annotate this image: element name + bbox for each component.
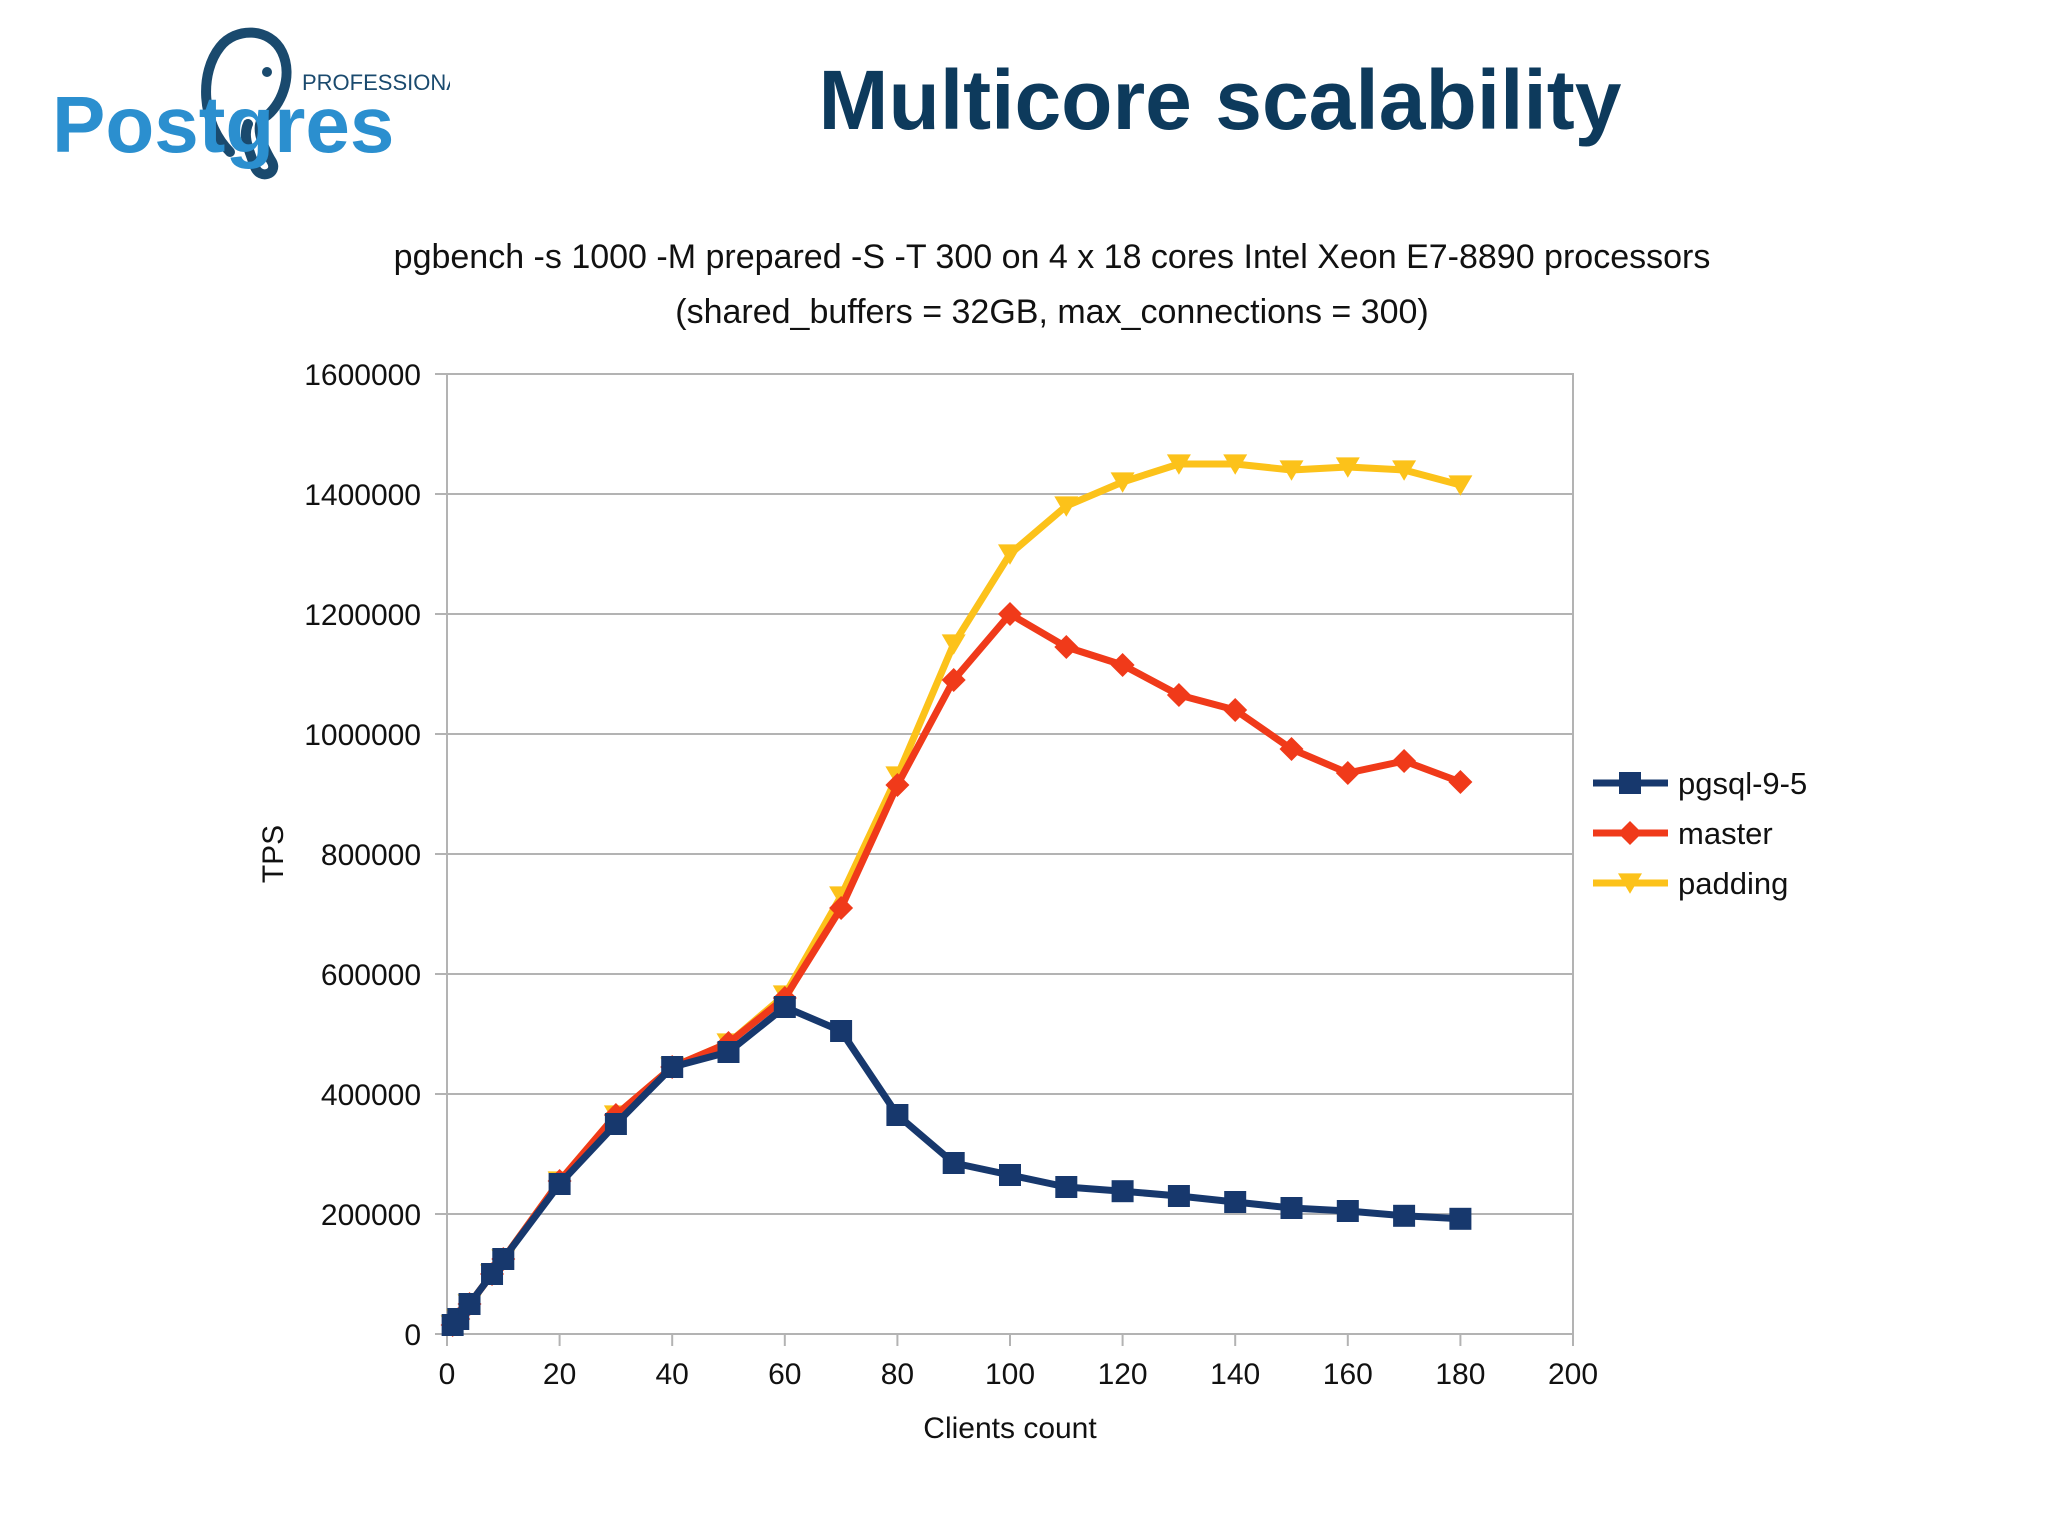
x-tick-label: 180 bbox=[1435, 1358, 1485, 1391]
data-point-padding bbox=[1110, 472, 1135, 493]
legend-label: pgsql-9-5 bbox=[1678, 766, 1807, 801]
data-point-pgsql-9-5 bbox=[1224, 1191, 1247, 1213]
data-point-master bbox=[1110, 653, 1135, 677]
data-point-pgsql-9-5 bbox=[458, 1293, 481, 1315]
series-line-master bbox=[450, 610, 1462, 1328]
legend-marker bbox=[1618, 821, 1642, 845]
slide-title: Multicore scalability bbox=[818, 53, 1622, 147]
chart-subtitle: (shared_buffers = 32GB, max_connections … bbox=[675, 293, 1429, 331]
x-tick-label: 20 bbox=[543, 1358, 576, 1391]
x-axis-ticks: 0 20 40 60 80 100 120 140 160 180 200 bbox=[439, 1334, 1598, 1391]
y-tick-label: 1600000 bbox=[304, 359, 421, 392]
x-tick-label: 140 bbox=[1210, 1358, 1260, 1391]
legend-item-padding: padding bbox=[1593, 866, 1788, 901]
data-point-pgsql-9-5 bbox=[1336, 1200, 1359, 1222]
legend-label: master bbox=[1678, 816, 1773, 851]
data-point-master bbox=[1166, 683, 1191, 707]
data-point-pgsql-9-5 bbox=[604, 1113, 627, 1135]
data-point-pgsql-9-5 bbox=[1167, 1185, 1190, 1207]
legend-marker bbox=[1618, 873, 1642, 894]
x-tick-label: 60 bbox=[768, 1358, 801, 1391]
y-tick-label: 400000 bbox=[321, 1079, 421, 1112]
data-point-master bbox=[998, 602, 1022, 626]
y-axis-label: TPS bbox=[257, 825, 290, 883]
legend: pgsql-9-5 master padding bbox=[1593, 766, 1807, 901]
data-point-master bbox=[1335, 761, 1360, 785]
data-point-pgsql-9-5 bbox=[942, 1152, 965, 1174]
data-point-pgsql-9-5 bbox=[717, 1041, 740, 1063]
series-master bbox=[440, 602, 1473, 1337]
data-point-pgsql-9-5 bbox=[1280, 1197, 1303, 1219]
data-point-padding bbox=[1054, 496, 1079, 517]
data-point-pgsql-9-5 bbox=[999, 1164, 1021, 1186]
data-point-pgsql-9-5 bbox=[1055, 1176, 1078, 1198]
y-tick-label: 1200000 bbox=[304, 599, 421, 632]
data-point-pgsql-9-5 bbox=[548, 1173, 571, 1195]
y-tick-label: 200000 bbox=[321, 1199, 421, 1232]
data-point-pgsql-9-5 bbox=[1111, 1180, 1134, 1203]
series-pgsql-9-5 bbox=[441, 996, 1472, 1336]
chart-title: pgbench -s 1000 -M prepared -S -T 300 on… bbox=[394, 238, 1711, 276]
data-point-pgsql-9-5 bbox=[492, 1248, 515, 1270]
x-tick-label: 160 bbox=[1323, 1358, 1373, 1391]
y-tick-label: 1000000 bbox=[304, 719, 421, 752]
y-tick-label: 600000 bbox=[321, 959, 421, 992]
data-point-padding bbox=[1335, 457, 1360, 478]
data-point-pgsql-9-5 bbox=[830, 1020, 853, 1042]
data-point-padding bbox=[1448, 475, 1473, 496]
postgres-professional-logo: Postgres PROFESSIONAL bbox=[52, 27, 450, 180]
data-point-pgsql-9-5 bbox=[1449, 1207, 1472, 1230]
data-point-master bbox=[1279, 737, 1304, 761]
x-tick-label: 200 bbox=[1548, 1358, 1598, 1391]
elephant-eye-icon bbox=[262, 67, 272, 77]
data-point-master bbox=[1054, 635, 1079, 659]
series-padding bbox=[440, 454, 1473, 1336]
data-point-pgsql-9-5 bbox=[661, 1056, 684, 1078]
legend-item-pgsql-9-5: pgsql-9-5 bbox=[1593, 766, 1807, 801]
logo-word: Postgres bbox=[52, 80, 394, 169]
data-point-master bbox=[941, 668, 966, 692]
data-point-padding bbox=[1166, 454, 1191, 475]
series-layer bbox=[440, 454, 1473, 1337]
data-point-master bbox=[885, 773, 910, 797]
data-point-padding bbox=[1392, 460, 1417, 481]
y-tick-label: 1400000 bbox=[304, 479, 421, 512]
elephant-icon bbox=[201, 27, 292, 180]
data-point-master bbox=[1392, 749, 1417, 773]
x-tick-label: 100 bbox=[985, 1358, 1035, 1391]
logo-badge: PROFESSIONAL bbox=[302, 70, 450, 95]
x-tick-label: 120 bbox=[1098, 1358, 1148, 1391]
data-point-master bbox=[829, 896, 854, 920]
y-axis-ticks: 0 200000 400000 600000 800000 1000000 1200000 1… bbox=[304, 359, 447, 1352]
data-point-pgsql-9-5 bbox=[773, 996, 796, 1018]
data-point-padding bbox=[1223, 454, 1248, 475]
legend-item-master: master bbox=[1593, 816, 1773, 851]
data-point-master bbox=[1448, 770, 1473, 794]
y-tick-label: 0 bbox=[404, 1319, 421, 1352]
data-point-padding bbox=[1279, 460, 1304, 481]
data-point-pgsql-9-5 bbox=[886, 1104, 909, 1126]
data-point-master bbox=[1223, 698, 1248, 722]
y-tick-label: 800000 bbox=[321, 839, 421, 872]
data-point-padding bbox=[998, 544, 1022, 565]
x-tick-label: 0 bbox=[439, 1358, 456, 1391]
x-tick-label: 40 bbox=[656, 1358, 689, 1391]
data-point-pgsql-9-5 bbox=[1393, 1204, 1416, 1227]
grid-lines bbox=[447, 373, 1573, 1335]
legend-label: padding bbox=[1678, 866, 1788, 901]
legend-marker bbox=[1619, 772, 1641, 794]
x-axis-label: Clients count bbox=[923, 1412, 1097, 1445]
x-tick-label: 80 bbox=[881, 1358, 914, 1391]
data-point-padding bbox=[941, 634, 966, 655]
series-line-padding bbox=[450, 460, 1462, 1328]
